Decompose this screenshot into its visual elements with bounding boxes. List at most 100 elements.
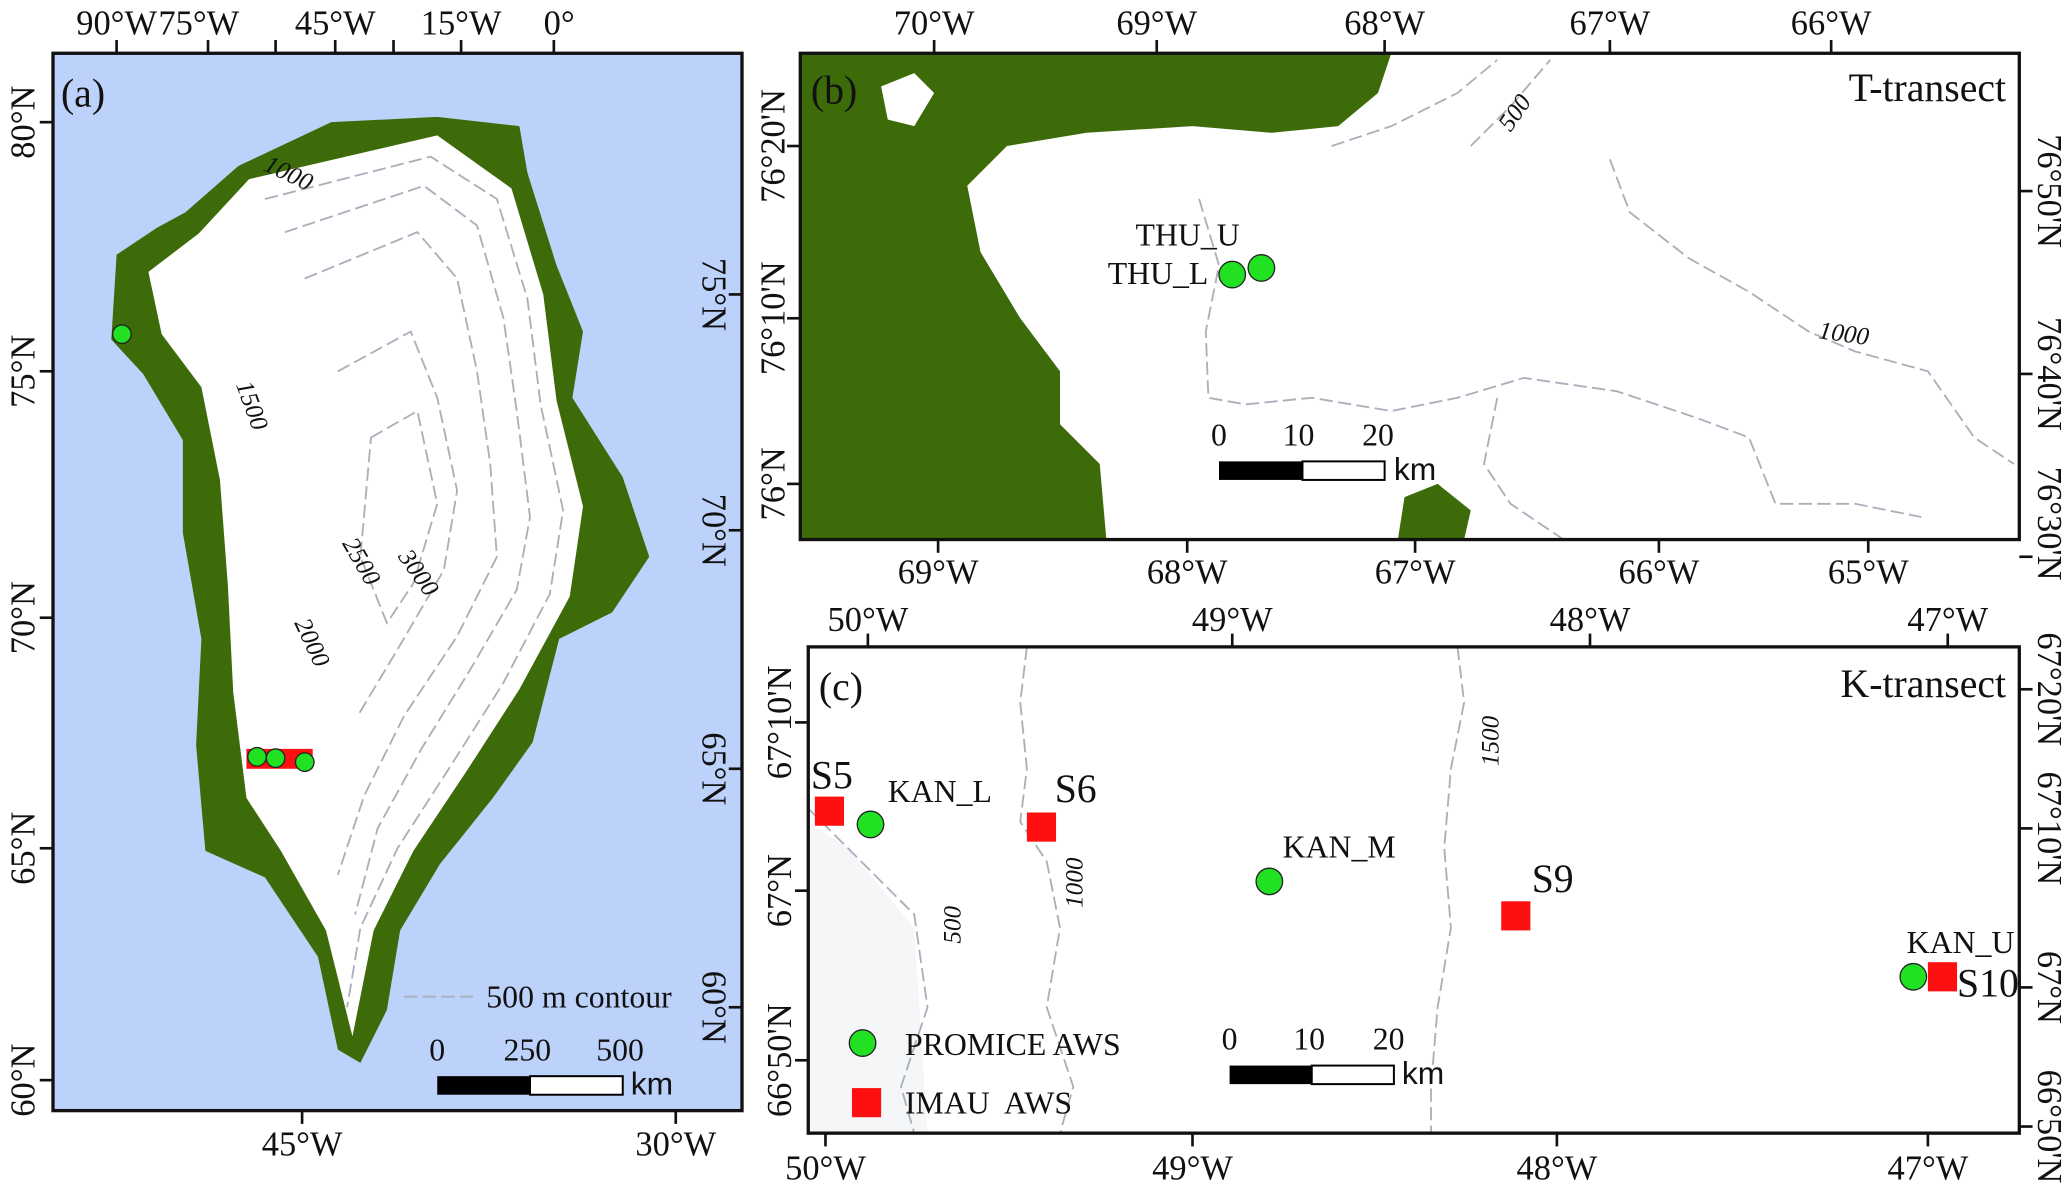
scale-tick: 500 [596, 1032, 644, 1067]
svg-text:60°N: 60°N [694, 971, 732, 1044]
panel-c-k-transect-map: 500 1000 1500 S5 KAN_L S6 KAN_M S9 KAN_U… [761, 601, 2067, 1188]
station-marker-promice[interactable] [294, 752, 315, 773]
svg-text:47°W: 47°W [1907, 601, 1988, 639]
panel-label: (c) [819, 665, 863, 709]
svg-text:90°W: 90°W [76, 5, 157, 43]
svg-text:65°N: 65°N [694, 732, 732, 805]
svg-text:45°W: 45°W [262, 1126, 343, 1164]
svg-text:49°W: 49°W [1152, 1150, 1233, 1188]
svg-text:69°W: 69°W [1116, 5, 1197, 43]
svg-text:48°W: 48°W [1550, 601, 1631, 639]
svg-text:67°10'N: 67°10'N [2030, 772, 2067, 886]
svg-text:69°W: 69°W [898, 553, 979, 591]
station-label: KAN_M [1283, 830, 1396, 865]
station-marker-promice[interactable] [265, 748, 286, 769]
station-marker-s5[interactable] [814, 796, 845, 826]
svg-text:45°W: 45°W [295, 5, 376, 43]
legend-promice-marker [848, 1029, 877, 1057]
station-marker-s10[interactable] [1927, 962, 1958, 992]
svg-text:67°W: 67°W [1375, 553, 1456, 591]
svg-text:66°W: 66°W [1791, 5, 1872, 43]
panel-label: (b) [811, 69, 857, 113]
scale-bar: 0 10 20 km [1222, 1022, 1445, 1091]
panel-b-t-transect-map: 500 1000 THU_U THU_L 0 10 20 km (b) T-tr… [754, 5, 2067, 592]
contour-legend-label: 500 m contour [486, 979, 672, 1014]
panel-a-greenland-map: 1000 1500 2000 2500 3000 500 m contour 0… [4, 5, 744, 1164]
legend-promice-label: PROMICE AWS [905, 1027, 1121, 1062]
svg-text:0°: 0° [544, 5, 575, 43]
station-marker-kan-l[interactable] [856, 810, 885, 839]
station-marker-s9[interactable] [1501, 901, 1531, 931]
svg-text:67°10'N: 67°10'N [761, 665, 799, 779]
svg-text:76°50'N: 76°50'N [2030, 134, 2067, 248]
svg-text:75°N: 75°N [694, 258, 732, 331]
svg-text:67°W: 67°W [1570, 5, 1651, 43]
svg-text:80°N: 80°N [4, 86, 42, 159]
axis-labels: 50°W 49°W 48°W 47°W 50°W 49°W 48°W 47°W … [761, 601, 2067, 1188]
station-label: S10 [1957, 962, 2019, 1006]
svg-text:65°W: 65°W [1828, 553, 1909, 591]
svg-text:49°W: 49°W [1192, 601, 1273, 639]
station-marker-thu-u[interactable] [1247, 254, 1276, 282]
axis-labels: 90°W 75°W 45°W 15°W 0° 45°W 30°W 80°N 75… [4, 5, 732, 1164]
svg-text:67°20'N: 67°20'N [2030, 632, 2067, 746]
scale-bar: 0 250 500 km [429, 1032, 673, 1101]
svg-text:66°50'N: 66°50'N [2030, 1070, 2067, 1184]
contour-label: 1000 [1062, 857, 1089, 908]
station-label: THU_L [1108, 256, 1209, 291]
station-label: S5 [811, 754, 853, 798]
scale-tick: 20 [1362, 417, 1394, 452]
svg-text:47°W: 47°W [1888, 1150, 1969, 1188]
svg-text:70°N: 70°N [694, 494, 732, 567]
map-frame [798, 51, 2021, 542]
station-label: KAN_L [888, 774, 992, 809]
panel-title: T-transect [1849, 66, 2006, 110]
svg-text:50°W: 50°W [828, 601, 909, 639]
map-frame [51, 51, 744, 1113]
station-label: S9 [1532, 857, 1574, 901]
panel-label: (a) [61, 71, 105, 115]
svg-text:76°40'N: 76°40'N [2030, 317, 2067, 431]
svg-text:70°N: 70°N [4, 581, 42, 654]
svg-text:68°W: 68°W [1147, 553, 1228, 591]
legend-imau-label: IMAU AWS [905, 1085, 1072, 1120]
station-marker-kan-u[interactable] [1899, 962, 1928, 991]
legend-imau-marker [851, 1088, 882, 1118]
svg-text:60°N: 60°N [4, 1043, 42, 1116]
station-marker-s6[interactable] [1026, 812, 1057, 842]
station-marker-promice[interactable] [111, 324, 132, 345]
svg-text:68°W: 68°W [1344, 5, 1425, 43]
station-label: THU_U [1136, 217, 1240, 252]
scale-tick: 20 [1373, 1022, 1405, 1057]
svg-text:67°N: 67°N [2030, 951, 2067, 1024]
station-marker-promice[interactable] [247, 746, 267, 767]
svg-text:70°W: 70°W [894, 5, 975, 43]
station-label: S6 [1055, 767, 1097, 811]
scale-tick: 10 [1293, 1022, 1325, 1057]
svg-text:75°N: 75°N [4, 335, 42, 408]
svg-text:76°30'N: 76°30'N [2030, 467, 2067, 581]
station-marker-kan-m[interactable] [1255, 867, 1284, 896]
scale-tick: 0 [1211, 417, 1227, 452]
svg-text:76°N: 76°N [754, 447, 792, 520]
station-marker-thu-l[interactable] [1218, 260, 1247, 289]
legend: PROMICE AWS IMAU AWS [848, 1027, 1121, 1120]
svg-text:30°W: 30°W [635, 1126, 716, 1164]
contour-label: 500 [940, 906, 967, 944]
svg-text:15°W: 15°W [421, 5, 502, 43]
scale-unit: km [631, 1066, 673, 1102]
svg-text:76°10'N: 76°10'N [754, 261, 792, 375]
svg-text:65°N: 65°N [4, 812, 42, 885]
scale-tick: 0 [1222, 1022, 1238, 1057]
svg-text:67°N: 67°N [761, 854, 799, 927]
svg-text:76°20'N: 76°20'N [754, 89, 792, 203]
contour-label: 1000 [1817, 317, 1871, 351]
svg-text:66°50'N: 66°50'N [761, 1003, 799, 1117]
contour-label: 1500 [1478, 715, 1505, 766]
scale-tick: 250 [504, 1032, 552, 1067]
land-area [800, 53, 1392, 540]
svg-text:66°W: 66°W [1619, 553, 1700, 591]
svg-text:48°W: 48°W [1517, 1150, 1598, 1188]
scale-unit: km [1394, 451, 1436, 487]
